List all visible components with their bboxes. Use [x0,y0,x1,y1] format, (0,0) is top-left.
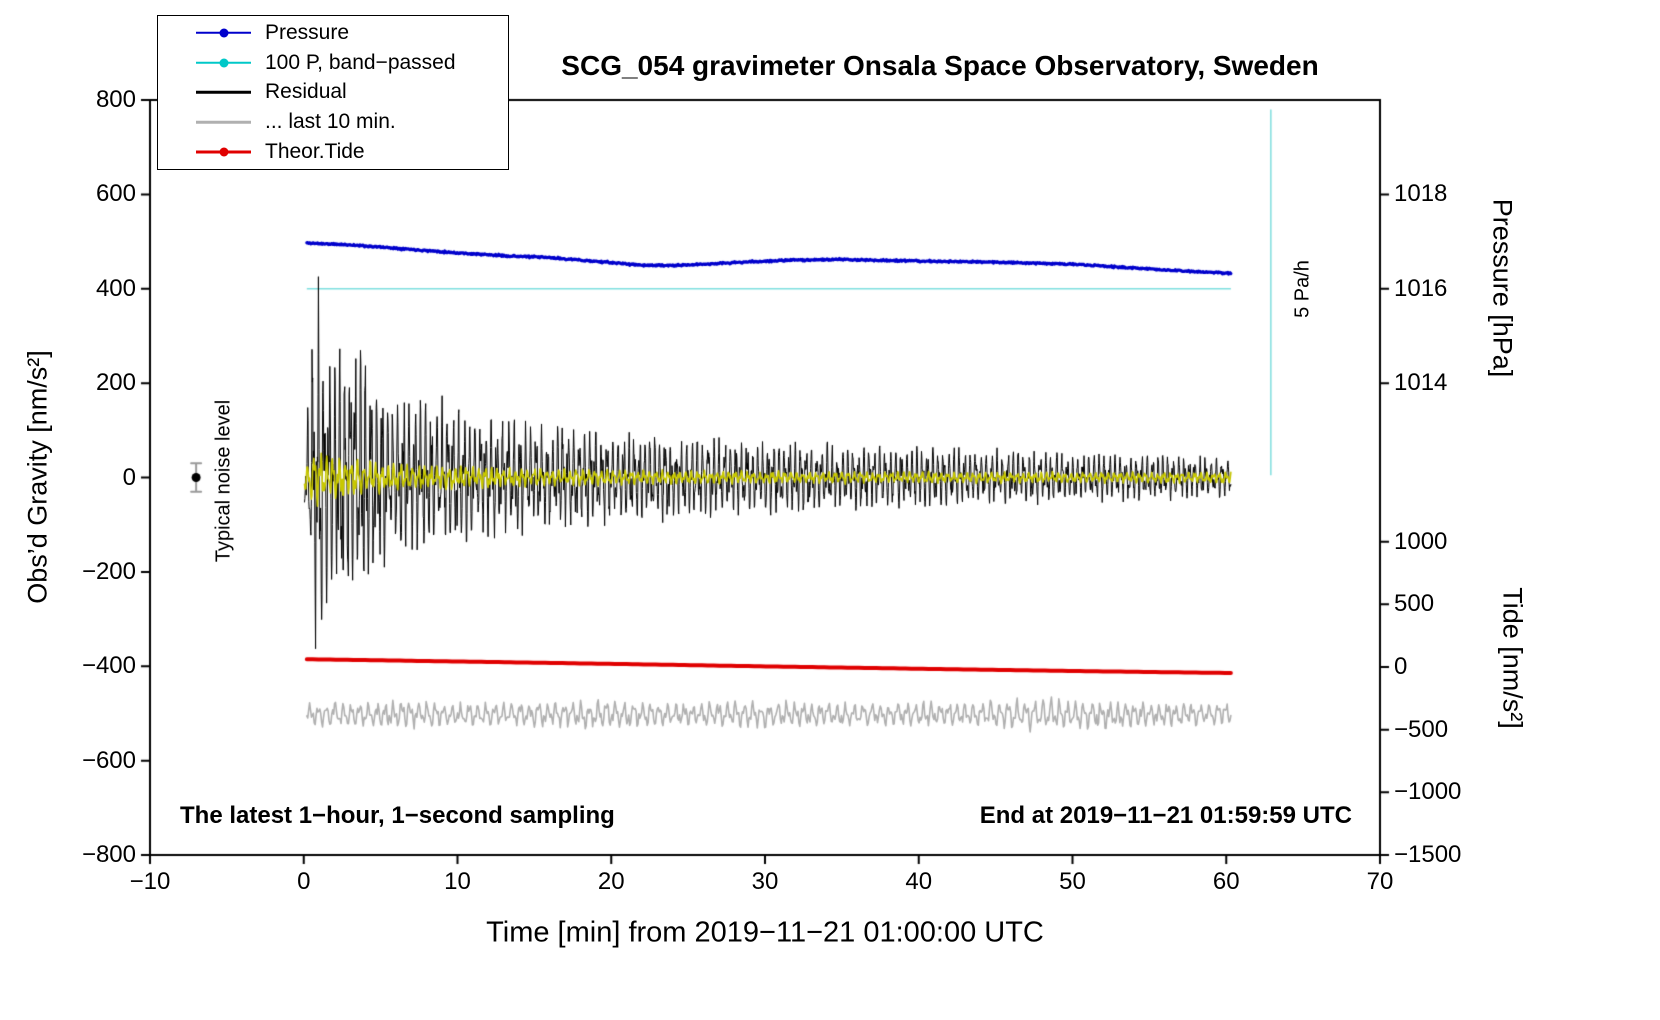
gravity-tick-label: −400 [81,652,136,680]
legend-item-1: 100 P, band−passed [196,50,508,76]
tide-tick-label: −1000 [1394,778,1462,806]
x-tick-label: 20 [597,868,625,895]
x-tick-label: 70 [1366,868,1394,895]
x-tick-label: 50 [1059,868,1086,895]
legend-swatch-icon [196,27,251,39]
tide-tick-label: −500 [1394,715,1449,743]
gravity-tick-label: −600 [81,746,136,774]
time-axis-label: Time [min] from 2019−11−21 01:00:00 UTC [486,916,1044,949]
pressure-tick-label: 1018 [1394,180,1448,208]
gravity-tick-label: 600 [95,180,136,208]
legend-swatch-icon [196,57,251,69]
legend: Pressure 100 P, band−passed Residual ... la… [157,15,509,170]
gravity-tick-label: −800 [81,841,136,868]
tide-axis-label: Tide [nm/s²] [1497,587,1528,729]
pressure-rate-label: 5 Pa/h [1291,260,1314,318]
end-time-note: End at 2019−11−21 01:59:59 UTC [979,802,1352,829]
x-tick-label: −10 [129,868,171,895]
legend-item-2: Residual [196,79,508,105]
legend-label: Theor.Tide [265,140,365,164]
legend-item-4: Theor.Tide [196,139,508,165]
chart-title: SCG_054 gravimeter Onsala Space Observat… [561,50,1319,81]
x-tick-label: 10 [444,868,471,895]
x-tick-label: 0 [297,868,311,895]
legend-label: ... last 10 min. [265,110,396,134]
legend-item-3: ... last 10 min. [196,109,508,135]
x-tick-label: 60 [1212,868,1240,895]
noise-level-label: Typical noise level [212,399,235,563]
gravity-tick-label: 200 [95,369,136,397]
gravity-tick-label: 800 [95,86,136,113]
tide-tick-label: 500 [1394,590,1435,618]
gravity-tick-label: 0 [122,463,136,491]
tide-tick-label: 1000 [1394,527,1448,555]
legend-swatch-icon [196,116,251,128]
legend-item-0: Pressure [196,20,508,46]
sampling-note: The latest 1−hour, 1−second sampling [180,802,615,829]
pressure-tick-label: 1014 [1394,369,1448,397]
pressure-axis-label: Pressure [hPa] [1487,198,1518,378]
legend-label: Pressure [265,20,350,44]
legend-label: Residual [265,80,347,104]
pressure-tick-label: 1016 [1394,274,1448,302]
x-tick-label: 40 [905,868,933,895]
gravity-tick-label: 400 [95,274,136,302]
tide-tick-label: 0 [1394,653,1408,680]
legend-swatch-icon [196,146,251,158]
gravity-tick-label: −200 [81,557,136,585]
x-tick-label: 30 [751,868,779,895]
tide-tick-label: −1500 [1394,841,1462,868]
legend-label: 100 P, band−passed [265,50,456,74]
legend-swatch-icon [196,86,251,98]
